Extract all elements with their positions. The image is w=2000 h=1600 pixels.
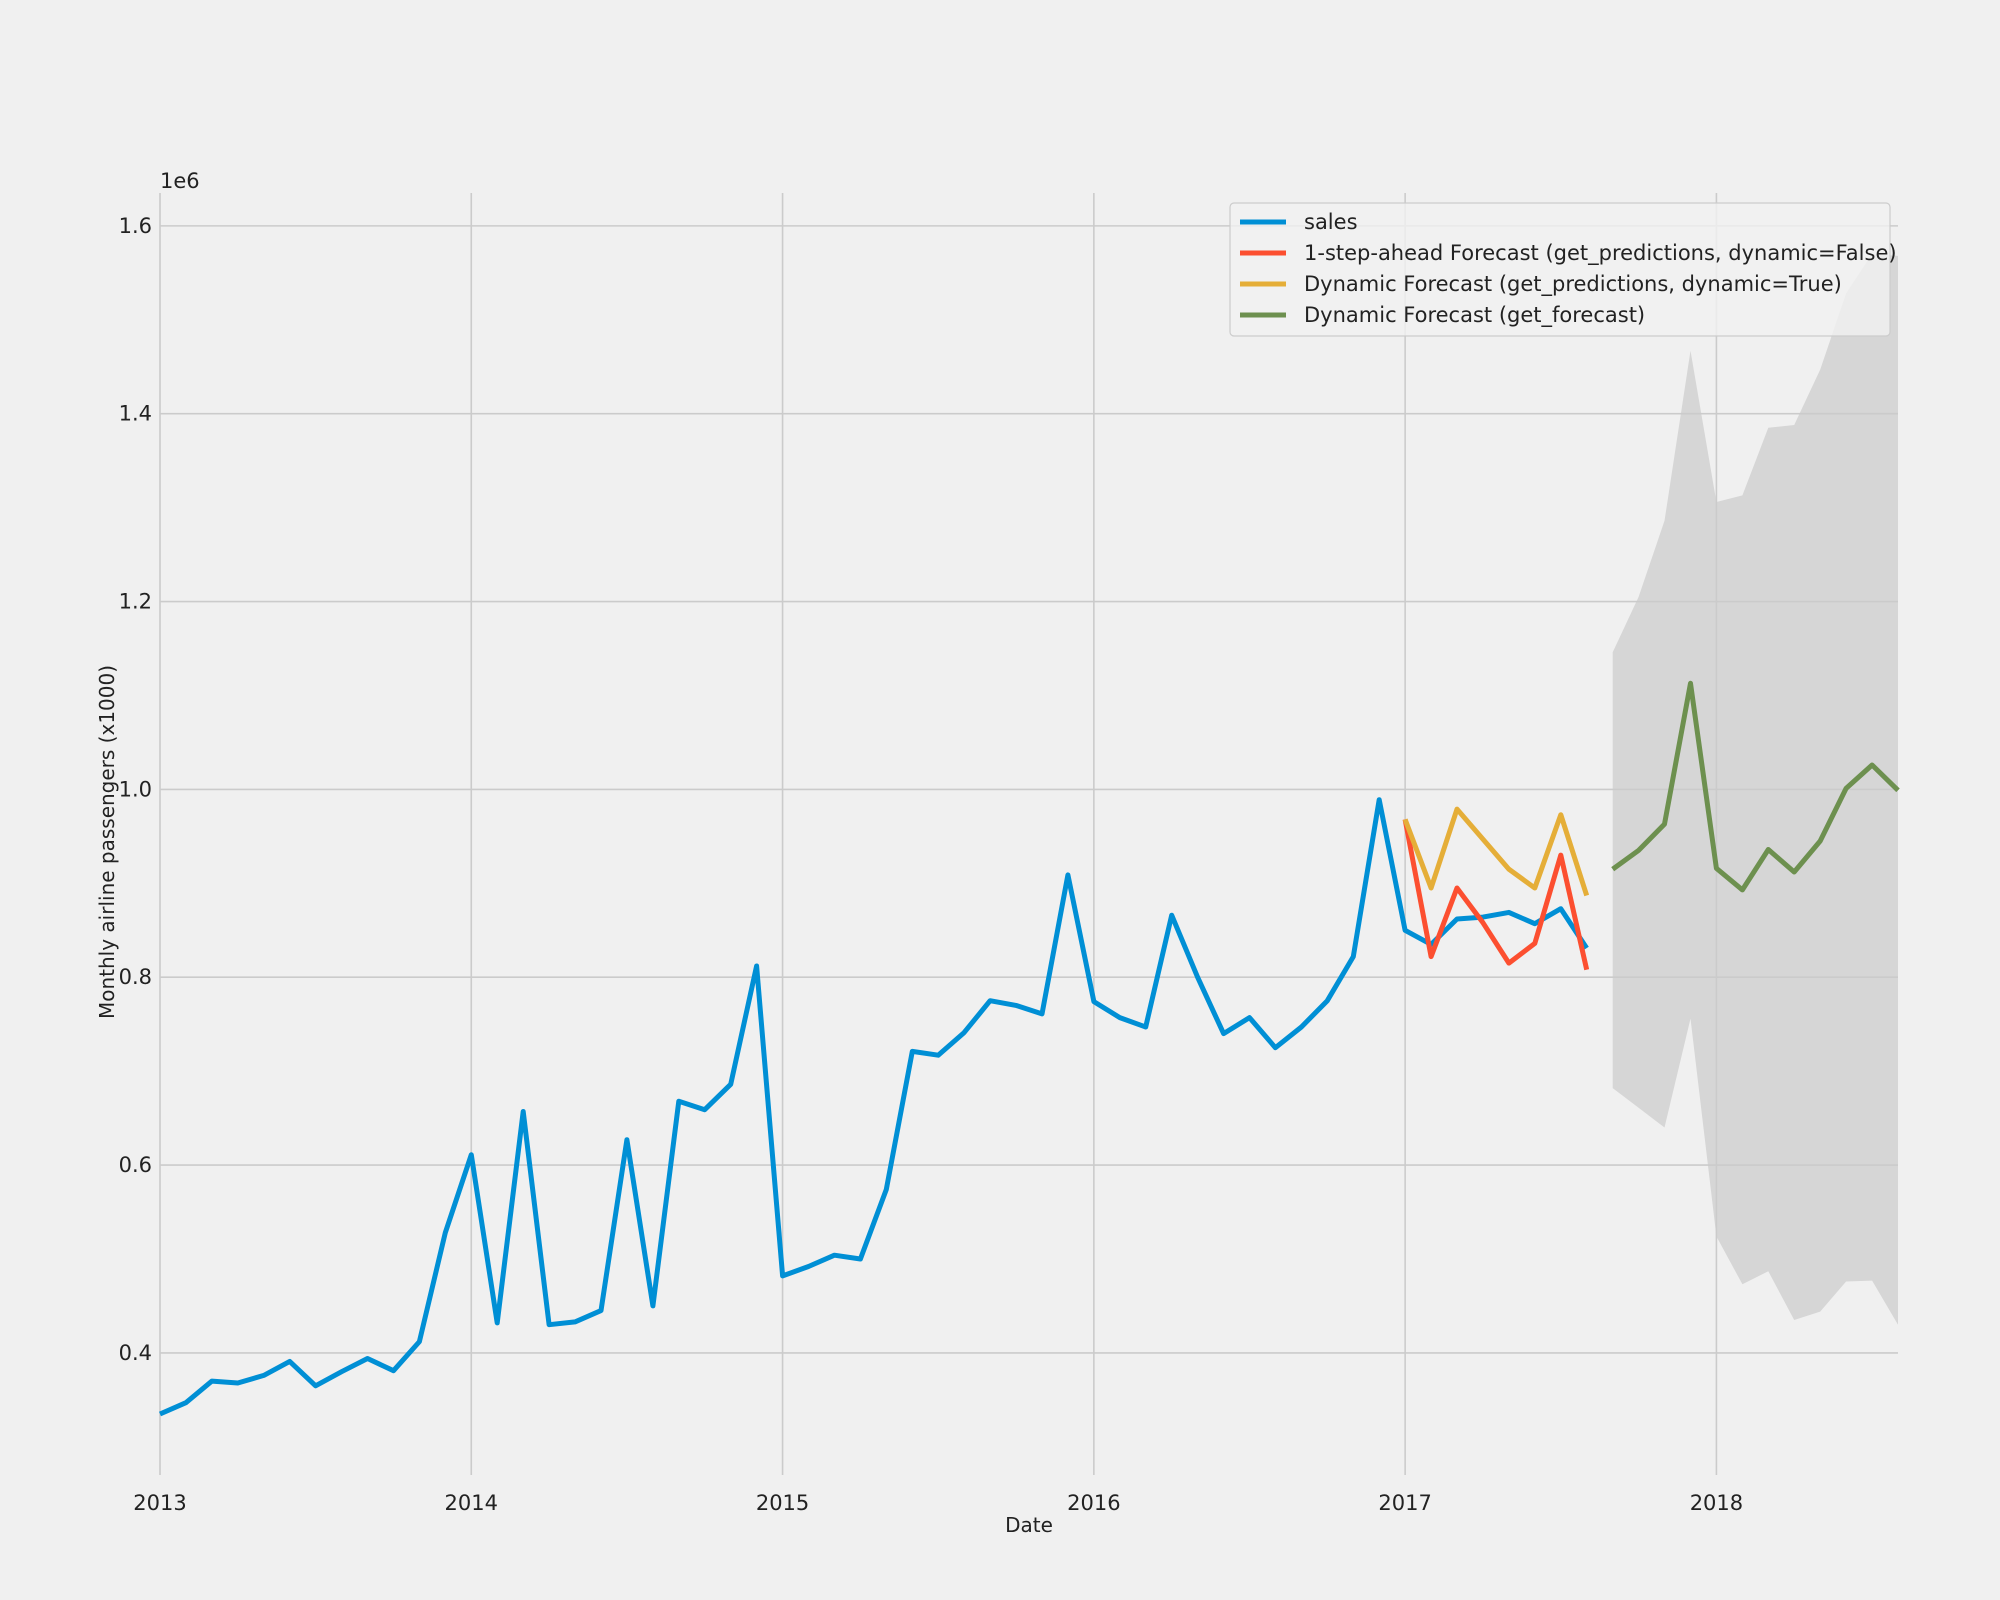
legend: sales 1-step-ahead Forecast (get_predicti… bbox=[1229, 202, 1897, 337]
series-line-2 bbox=[1402, 806, 1590, 897]
legend-entry-label: Dynamic Forecast (get_predictions, dynam… bbox=[1304, 272, 1842, 297]
x-axis-label: Date bbox=[1005, 1513, 1053, 1537]
y-tick-label: 0.6 bbox=[119, 1153, 152, 1177]
legend-entry-label: Dynamic Forecast (get_forecast) bbox=[1304, 303, 1645, 328]
y-tick-label: 1.2 bbox=[119, 590, 152, 614]
y-axis-label: Monthly airline passengers (x1000) bbox=[95, 665, 119, 1019]
x-tick-label: 2018 bbox=[1690, 1491, 1743, 1515]
series-line-0 bbox=[159, 797, 1589, 1417]
legend-entry-label: 1-step-ahead Forecast (get_predictions, … bbox=[1304, 241, 1897, 266]
legend-entry-label: sales bbox=[1304, 210, 1358, 234]
y-tick-label: 0.8 bbox=[119, 965, 152, 989]
series-line-3 bbox=[1611, 680, 1900, 893]
x-tick-label: 2017 bbox=[1378, 1491, 1431, 1515]
x-tick-label: 2015 bbox=[756, 1491, 809, 1515]
y-tick-label: 1.4 bbox=[119, 402, 152, 426]
axes-layer: 0.4 0.6 0.8 1.0 1.2 1.4 1.6 2013 2014 2015 2016 201… bbox=[95, 169, 1743, 1537]
y-tick-label: 1.6 bbox=[119, 214, 152, 238]
y-tick-label: 0.4 bbox=[119, 1341, 152, 1365]
x-tick-label: 2014 bbox=[445, 1491, 498, 1515]
x-tick-label: 2013 bbox=[133, 1491, 186, 1515]
legend-box bbox=[1229, 202, 1891, 337]
y-tick-label: 1.0 bbox=[119, 777, 152, 801]
x-tick-label: 2016 bbox=[1067, 1491, 1120, 1515]
series-line-1 bbox=[1402, 818, 1590, 971]
y-axis-offset-text: 1e6 bbox=[160, 169, 200, 193]
series-layer bbox=[159, 680, 1900, 1417]
